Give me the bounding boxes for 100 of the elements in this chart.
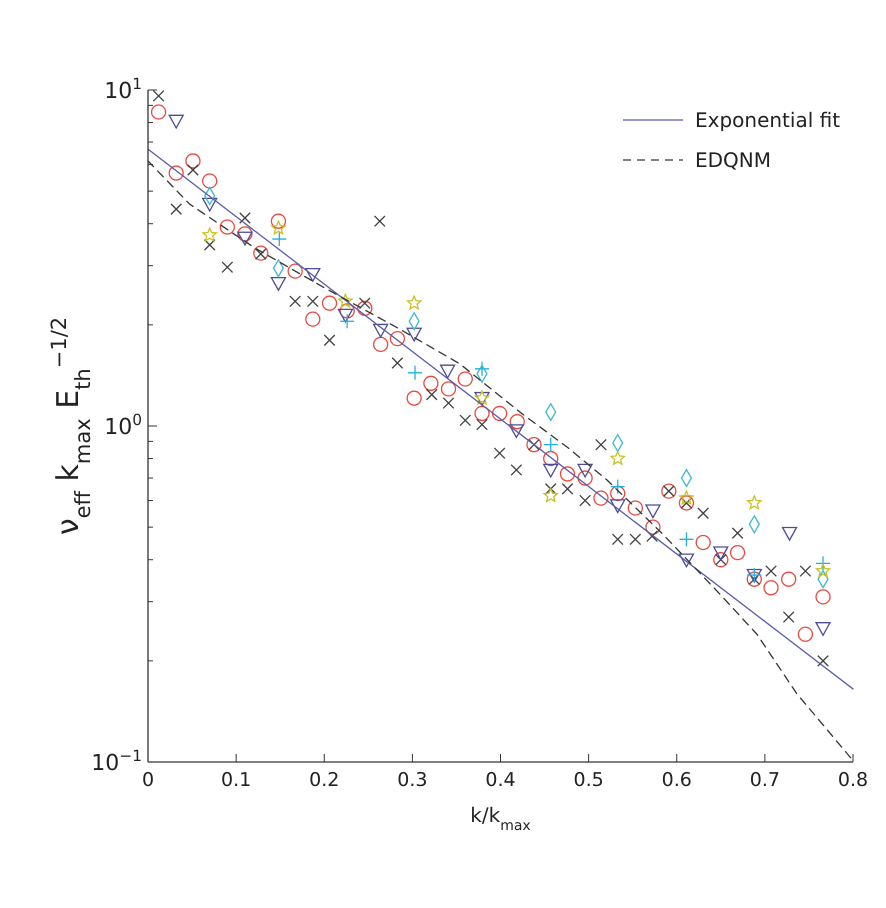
point <box>442 397 454 409</box>
point <box>254 248 267 260</box>
point <box>305 311 320 327</box>
point <box>270 276 286 291</box>
point <box>406 390 422 406</box>
x-tick-label: 0.3 <box>397 769 428 791</box>
point <box>407 365 423 380</box>
point <box>340 303 355 319</box>
point <box>746 495 762 510</box>
point <box>646 530 658 542</box>
point <box>474 406 490 422</box>
point <box>338 308 354 323</box>
point <box>150 104 166 120</box>
point <box>406 296 422 310</box>
point <box>272 231 287 247</box>
point <box>458 371 473 387</box>
point <box>782 526 798 541</box>
point <box>697 507 710 520</box>
point <box>678 553 694 568</box>
point <box>579 494 591 506</box>
point <box>220 219 235 235</box>
point <box>800 565 812 577</box>
point <box>357 300 372 316</box>
point <box>543 450 558 466</box>
point <box>288 264 303 279</box>
point <box>612 533 624 546</box>
x-tick-label: 0.8 <box>838 769 868 791</box>
point <box>494 447 506 460</box>
point <box>324 334 336 346</box>
point <box>440 381 456 396</box>
x-tick-label: 0.4 <box>485 769 516 791</box>
x-tick-label: 0.7 <box>750 769 780 791</box>
point <box>474 361 490 376</box>
point <box>202 227 217 242</box>
point <box>204 238 216 251</box>
point <box>253 245 268 261</box>
point <box>610 486 626 502</box>
x-tick-label: 0.2 <box>309 769 340 791</box>
point <box>730 544 746 560</box>
point <box>322 296 338 311</box>
point <box>645 520 661 535</box>
point <box>543 464 558 478</box>
point <box>610 450 626 465</box>
point <box>508 424 524 438</box>
point <box>391 357 404 369</box>
point <box>202 173 218 189</box>
point <box>239 212 251 224</box>
point <box>595 438 607 451</box>
point <box>423 376 439 391</box>
point <box>338 294 353 308</box>
point <box>696 534 711 550</box>
point <box>543 488 558 502</box>
point <box>237 226 253 242</box>
point <box>510 464 522 476</box>
point <box>202 198 218 212</box>
point <box>406 328 422 342</box>
point <box>305 268 320 282</box>
point <box>373 324 388 338</box>
point <box>152 90 164 102</box>
point <box>374 215 386 228</box>
point <box>390 330 406 346</box>
point <box>610 478 626 494</box>
legend-label: Exponential fit <box>695 108 840 132</box>
point <box>782 611 795 623</box>
point <box>817 654 829 667</box>
point <box>168 165 184 181</box>
point <box>781 572 796 587</box>
point <box>340 314 355 329</box>
point <box>815 556 831 572</box>
point <box>492 406 508 422</box>
x-axis-title: k/k$_{max}$ <box>470 803 531 834</box>
point <box>593 490 609 506</box>
point <box>476 418 488 430</box>
point <box>543 437 558 452</box>
point <box>358 297 371 310</box>
x-tick-label: 0 <box>142 769 154 791</box>
x-tick-label: 0.1 <box>221 769 252 791</box>
point <box>221 261 234 274</box>
point <box>732 527 744 540</box>
x-tick-label: 0.6 <box>662 769 692 791</box>
point <box>440 364 456 378</box>
point <box>270 214 286 229</box>
point <box>187 164 199 176</box>
point <box>629 533 642 546</box>
point <box>271 220 286 234</box>
legend-label: EDQNM <box>695 148 771 172</box>
x-tick-label: 0.5 <box>574 769 604 791</box>
point <box>628 500 643 516</box>
point <box>373 336 388 352</box>
point <box>645 504 661 518</box>
point <box>426 388 438 401</box>
point <box>815 589 831 605</box>
point <box>510 414 525 430</box>
point <box>306 295 319 308</box>
y-tick-label: 10$^{1}$ <box>104 75 142 104</box>
point <box>560 466 576 482</box>
point <box>577 464 593 478</box>
y-tick-label: 10$^{−1}$ <box>91 747 142 776</box>
point <box>170 203 182 216</box>
point <box>798 626 814 642</box>
